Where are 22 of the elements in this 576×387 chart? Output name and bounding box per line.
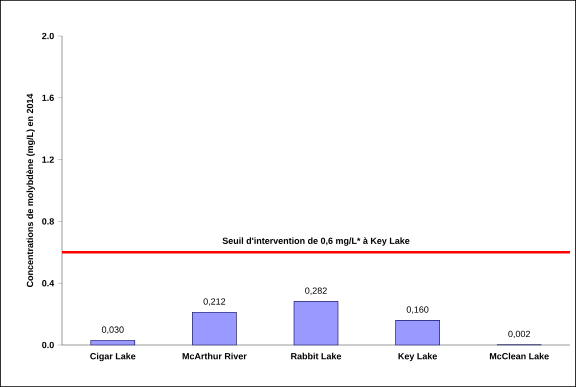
x-tick-label: Rabbit Lake [291,352,342,360]
data-label: 0,160 [406,306,428,314]
data-label: 0,282 [305,288,327,295]
data-label: 0,030 [102,326,124,334]
y-tick-label: 1.2 [42,156,54,163]
ref-line-label: Seuil d'intervention de 0,6 mg/L* à Key Lake [222,237,410,246]
bar [395,320,440,346]
y-tick-label: 0.8 [42,218,54,225]
bar [294,301,338,346]
data-label: 0,002 [508,330,530,338]
y-tick-label: 1.6 [42,94,54,101]
x-tick-label: McClean Lake [490,352,549,360]
y-tick-label: 2.0 [42,32,54,40]
bar [192,312,237,346]
y-tick-label: 0.0 [42,342,54,348]
x-tick-label: McArthur River [182,352,247,360]
x-tick-label: Key Lake [398,352,437,362]
y-tick-label: 0.4 [42,280,54,286]
data-label: 0,212 [204,298,226,306]
bar [90,340,136,346]
y-axis-title: Concentrations de molybdène (mg/L) en 2014 [26,94,35,288]
x-tick-label: Cigar Lake [90,352,136,362]
